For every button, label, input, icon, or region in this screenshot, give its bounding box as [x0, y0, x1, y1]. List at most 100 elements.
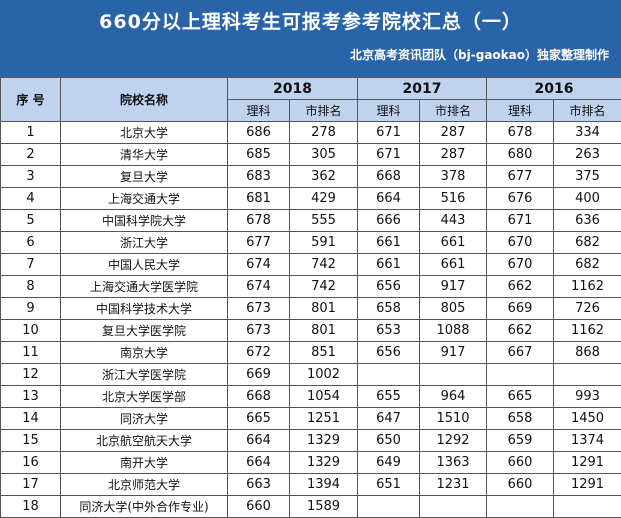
header-rank-2016: 市排名 [553, 99, 621, 122]
cell-seq: 2 [0, 143, 61, 166]
cell-rank-2016: 1291 [553, 451, 621, 474]
cell-rank-2016: 868 [553, 341, 621, 364]
cell-score-2016: 670 [486, 253, 554, 276]
cell-rank-2018: 305 [289, 143, 358, 166]
cell-score-2016: 662 [486, 319, 554, 342]
cell-seq: 4 [0, 187, 61, 210]
cell-school-name: 南开大学 [60, 451, 228, 474]
cell-seq: 17 [0, 473, 61, 496]
cell-seq: 10 [0, 319, 61, 342]
cell-score-2018: 669 [227, 363, 290, 386]
cell-school-name: 中国人民大学 [60, 253, 228, 276]
cell-score-2017: 649 [357, 451, 420, 474]
cell-rank-2016: 400 [553, 187, 621, 210]
cell-school-name: 同济大学 [60, 407, 228, 430]
cell-score-2016: 665 [486, 385, 554, 408]
cell-school-name: 北京航空航天大学 [60, 429, 228, 452]
cell-rank-2017: 805 [419, 297, 487, 320]
header-year-2018: 2018 [227, 77, 358, 100]
cell-rank-2017: 287 [419, 143, 487, 166]
cell-score-2018: 674 [227, 275, 290, 298]
cell-seq: 13 [0, 385, 61, 408]
cell-seq: 14 [0, 407, 61, 430]
cell-rank-2018: 1329 [289, 429, 358, 452]
cell-rank-2017 [419, 363, 487, 386]
table-row: 5 中国科学院大学 678 555 666 443 671 636 [0, 209, 621, 232]
cell-rank-2018: 555 [289, 209, 358, 232]
cell-seq: 16 [0, 451, 61, 474]
cell-rank-2017: 443 [419, 209, 487, 232]
cell-score-2017: 656 [357, 275, 420, 298]
cell-school-name: 北京师范大学 [60, 473, 228, 496]
table-row: 16 南开大学 664 1329 649 1363 660 1291 [0, 451, 621, 474]
cell-score-2018: 665 [227, 407, 290, 430]
cell-score-2016 [486, 363, 554, 386]
cell-rank-2018: 1589 [289, 495, 358, 518]
table-row: 18 同济大学(中外合作专业) 660 1589 [0, 495, 621, 518]
table-row: 4 上海交通大学 681 429 664 516 676 400 [0, 187, 621, 210]
cell-score-2016: 670 [486, 231, 554, 254]
cell-rank-2018: 1054 [289, 385, 358, 408]
cell-score-2016: 662 [486, 275, 554, 298]
cell-rank-2018: 278 [289, 121, 358, 144]
cell-rank-2016: 334 [553, 121, 621, 144]
cell-score-2017: 656 [357, 341, 420, 364]
cell-rank-2016: 263 [553, 143, 621, 166]
cell-seq: 15 [0, 429, 61, 452]
cell-seq: 5 [0, 209, 61, 232]
cell-score-2018: 668 [227, 385, 290, 408]
header-score-2016: 理科 [486, 99, 554, 122]
cell-score-2016: 669 [486, 297, 554, 320]
cell-score-2016 [486, 495, 554, 518]
cell-rank-2017: 1088 [419, 319, 487, 342]
cell-school-name: 中国科学技术大学 [60, 297, 228, 320]
header-seq: 序 号 [0, 77, 61, 122]
table-row: 8 上海交通大学医学院 674 742 656 917 662 1162 [0, 275, 621, 298]
cell-rank-2016: 1162 [553, 319, 621, 342]
cell-score-2018: 664 [227, 451, 290, 474]
cell-rank-2017: 1292 [419, 429, 487, 452]
header-school: 院校名称 [60, 77, 228, 122]
cell-score-2016: 667 [486, 341, 554, 364]
table-row: 9 中国科学技术大学 673 801 658 805 669 726 [0, 297, 621, 320]
cell-seq: 6 [0, 231, 61, 254]
cell-rank-2017: 1231 [419, 473, 487, 496]
cell-rank-2018: 851 [289, 341, 358, 364]
cell-rank-2016: 636 [553, 209, 621, 232]
cell-seq: 1 [0, 121, 61, 144]
cell-rank-2018: 1002 [289, 363, 358, 386]
cell-score-2016: 680 [486, 143, 554, 166]
title-banner: 660分以上理科考生可报考参考院校汇总（一） 北京高考资讯团队（bj-gaoka… [0, 0, 621, 77]
cell-score-2018: 672 [227, 341, 290, 364]
cell-score-2017 [357, 495, 420, 518]
cell-score-2017: 658 [357, 297, 420, 320]
cell-seq: 18 [0, 495, 61, 518]
cell-rank-2018: 1329 [289, 451, 358, 474]
cell-rank-2017: 287 [419, 121, 487, 144]
cell-seq: 11 [0, 341, 61, 364]
table-row: 3 复旦大学 683 362 668 378 677 375 [0, 165, 621, 188]
cell-rank-2017: 378 [419, 165, 487, 188]
cell-score-2018: 686 [227, 121, 290, 144]
cell-score-2016: 677 [486, 165, 554, 188]
page-title: 660分以上理科考生可报考参考院校汇总（一） [99, 11, 522, 33]
cell-score-2017: 651 [357, 473, 420, 496]
cell-school-name: 复旦大学 [60, 165, 228, 188]
cell-rank-2018: 362 [289, 165, 358, 188]
cell-score-2016: 660 [486, 451, 554, 474]
cell-score-2017 [357, 363, 420, 386]
header-year-2017: 2017 [357, 77, 487, 100]
cell-score-2017: 668 [357, 165, 420, 188]
cell-score-2017: 661 [357, 253, 420, 276]
cell-rank-2016: 1162 [553, 275, 621, 298]
cell-school-name: 中国科学院大学 [60, 209, 228, 232]
cell-school-name: 上海交通大学医学院 [60, 275, 228, 298]
cell-rank-2017: 661 [419, 253, 487, 276]
cell-score-2016: 660 [486, 473, 554, 496]
cell-seq: 12 [0, 363, 61, 386]
header-score-2018: 理科 [227, 99, 290, 122]
table-row: 1 北京大学 686 278 671 287 678 334 [0, 121, 621, 144]
table-row: 14 同济大学 665 1251 647 1510 658 1450 [0, 407, 621, 430]
cell-school-name: 浙江大学医学院 [60, 363, 228, 386]
page-subtitle: 北京高考资讯团队（bj-gaokao）独家整理制作 [350, 48, 609, 62]
